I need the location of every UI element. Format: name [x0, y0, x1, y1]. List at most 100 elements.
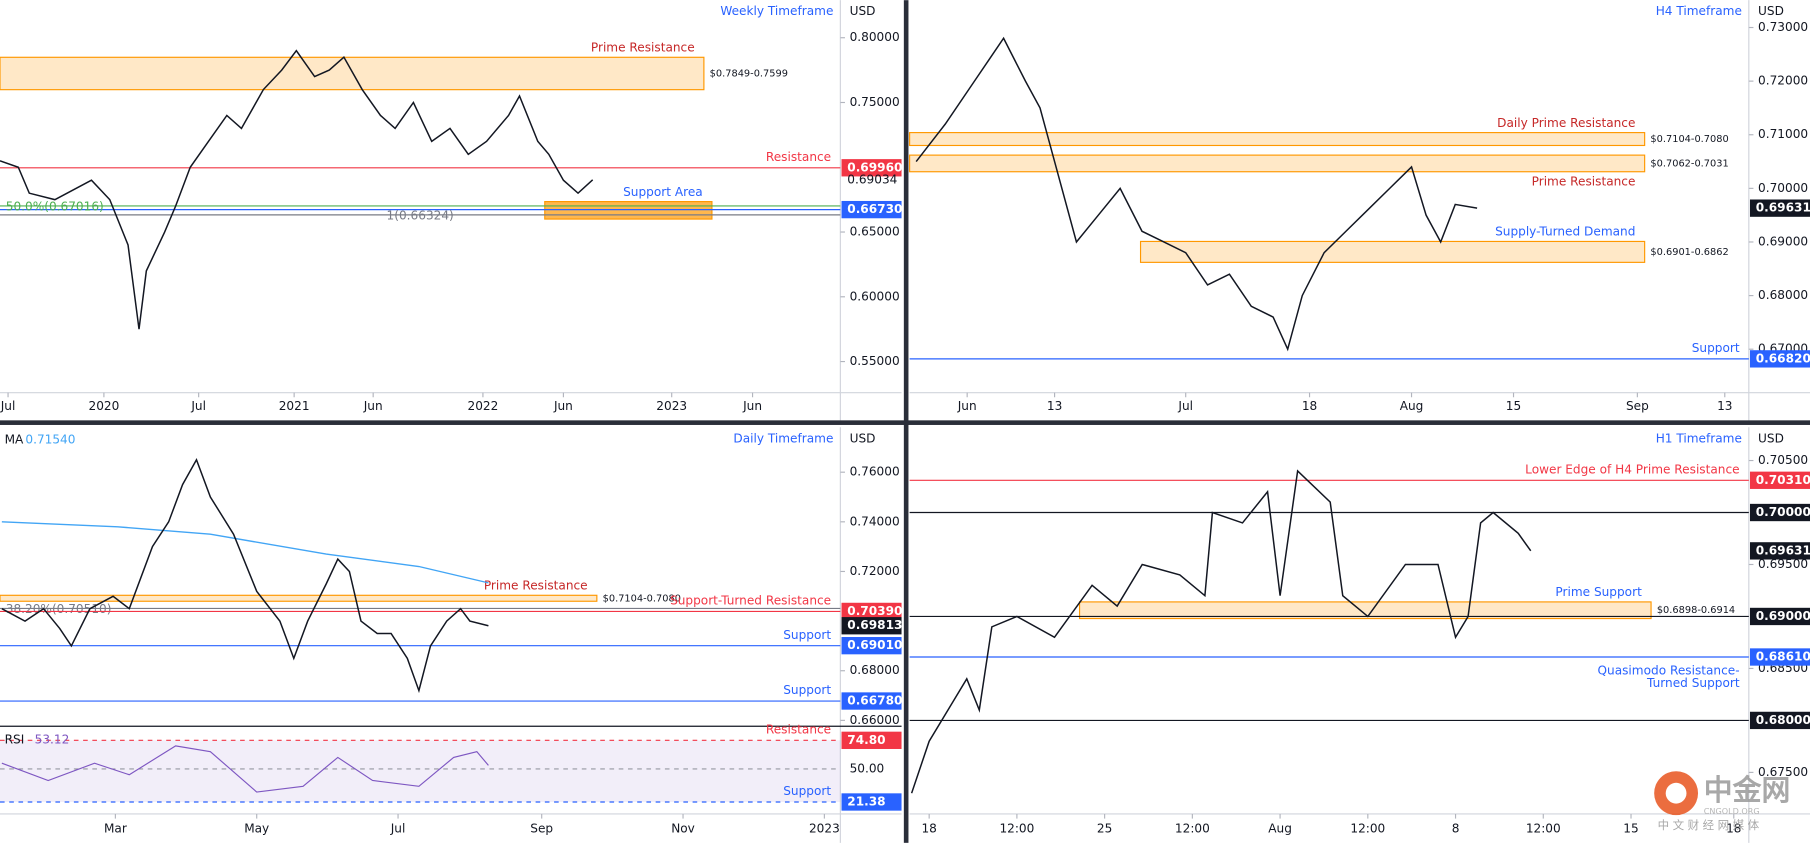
price-tag-label: 74.80 [847, 733, 885, 747]
zone-name: Prime Resistance [484, 579, 588, 593]
price-tag [841, 602, 902, 621]
y-tick-label: 50.00 [850, 761, 885, 775]
zone [909, 154, 1646, 173]
y-tick-label: 0.75000 [850, 95, 900, 109]
level-name: Support-Turned Resistance [670, 594, 831, 608]
x-tick-label: 15 [1623, 821, 1638, 835]
x-tick-label: 15 [1506, 399, 1521, 413]
zone [0, 56, 705, 91]
price-tag [841, 159, 902, 177]
zone-range-label: $0.7062-0.7031 [1650, 158, 1728, 169]
x-tick-label: May [244, 821, 269, 835]
price-tag [1749, 350, 1810, 368]
zone-name: Prime Resistance [1532, 175, 1636, 189]
price-line [0, 49, 594, 330]
x-tick-label: 8 [1452, 821, 1460, 835]
level-name: 50.0%(0.67016) [6, 200, 104, 214]
rsi-line [1, 745, 489, 793]
price-tag-label: 0.69813 [847, 618, 902, 632]
zone [0, 594, 598, 602]
y-tick-label: 0.74000 [850, 514, 900, 528]
price-tag-label: 0.69000 [1756, 609, 1810, 623]
zone-range-label: $0.6898-0.6914 [1657, 605, 1735, 616]
watermark: 中金网 CNGOLD.ORG 中文财经网媒体 [1654, 771, 1790, 832]
rsi-name: RSI [5, 733, 25, 747]
x-tick-label: Jul [390, 821, 406, 835]
price-tag-label: 0.70390 [847, 604, 902, 618]
rsi-value: 53.12 [35, 733, 70, 747]
x-tick-label: 18 [1726, 821, 1741, 835]
timeframe-title: Weekly Timeframe [720, 4, 833, 18]
timeframe-title: H1 Timeframe [1656, 431, 1742, 445]
price-tag [1749, 607, 1810, 626]
y-tick-label: 0.70000 [1758, 181, 1808, 195]
x-tick-label: Jun [553, 399, 573, 413]
logo-site: CNGOLD.ORG [1704, 806, 1760, 816]
x-tick-label: 2020 [88, 399, 119, 413]
zone [1078, 601, 1652, 620]
level-name: Support [783, 784, 831, 798]
level-name: 1(0.66324) [387, 209, 454, 223]
zone [909, 132, 1646, 147]
price-line [910, 469, 1532, 794]
ma-name: MA [5, 432, 24, 446]
level-name: Support [1692, 341, 1740, 355]
y-tick-label: 0.80000 [850, 30, 900, 44]
y-tick-label: 0.65000 [850, 225, 900, 239]
x-tick-label: Jul [0, 399, 15, 413]
x-tick-label: Sep [1626, 399, 1649, 413]
price-tag [841, 692, 902, 710]
zone-name: Prime Resistance [591, 41, 695, 55]
level-name: Lower Edge of H4 Prime Resistance [1525, 462, 1739, 476]
ma-value: 0.71540 [25, 432, 75, 446]
rsi-band [0, 740, 841, 802]
x-tick-label: Nov [671, 821, 695, 835]
price-tag [1749, 648, 1810, 666]
price-tag-label: 0.69631 [1756, 201, 1810, 215]
timeframe-title: H4 Timeframe [1656, 4, 1742, 18]
x-tick-label: 2022 [468, 399, 499, 413]
price-tag-label: 0.69960 [847, 160, 902, 174]
price-tag-label: 0.66730 [847, 202, 902, 216]
x-tick-label: Jul [190, 399, 206, 413]
x-tick-label: 2021 [279, 399, 310, 413]
y-tick-label: 0.70500 [1758, 453, 1808, 467]
y-tick-label: 0.68000 [850, 663, 900, 677]
level-name: Resistance [766, 722, 831, 736]
price-tag [1749, 711, 1810, 730]
price-tag [1749, 503, 1810, 522]
y-tick-label: 0.67500 [1758, 765, 1808, 779]
y-tick-label: 0.60000 [850, 289, 900, 303]
x-tick-label: Aug [1400, 399, 1424, 413]
currency: USD [1758, 4, 1784, 18]
price-tag [1749, 471, 1810, 489]
x-tick-label: Jun [742, 399, 762, 413]
x-tick-label: 12:00 [1350, 821, 1385, 835]
x-tick-label: 18 [921, 821, 936, 835]
zone-name: Prime Support [1555, 585, 1642, 599]
logo-icon-core [1665, 782, 1687, 804]
x-tick-label: 12:00 [1526, 821, 1561, 835]
x-tick-label: 25 [1097, 821, 1112, 835]
x-tick-label: 2023 [809, 821, 840, 835]
price-tag-label: 0.66780 [847, 694, 902, 708]
moving-average [1, 521, 489, 584]
price-tag [841, 731, 902, 749]
zone-range-label: $0.7104-0.7080 [603, 593, 681, 604]
price-tag-label: 21.38 [847, 794, 885, 808]
x-tick-label: Aug [1268, 821, 1292, 835]
zone-name: Support Area [623, 185, 703, 199]
logo-slogan: 中文财经网媒体 [1658, 818, 1763, 832]
timeframe-title: Daily Timeframe [733, 431, 833, 445]
price-tag [841, 617, 902, 635]
price-tag-label: 0.70000 [1756, 505, 1810, 519]
price-text: 0.69034 [847, 172, 897, 186]
level-name: Resistance [766, 150, 831, 164]
price-tag-label: 0.68000 [1756, 713, 1810, 727]
price-tag-label: 0.70310 [1756, 473, 1810, 487]
price-tag-label: 0.69010 [847, 638, 902, 652]
price-tag-label: 0.68610 [1756, 650, 1810, 664]
y-tick-label: 0.69500 [1758, 557, 1808, 571]
y-tick-label: 0.66000 [850, 713, 900, 727]
